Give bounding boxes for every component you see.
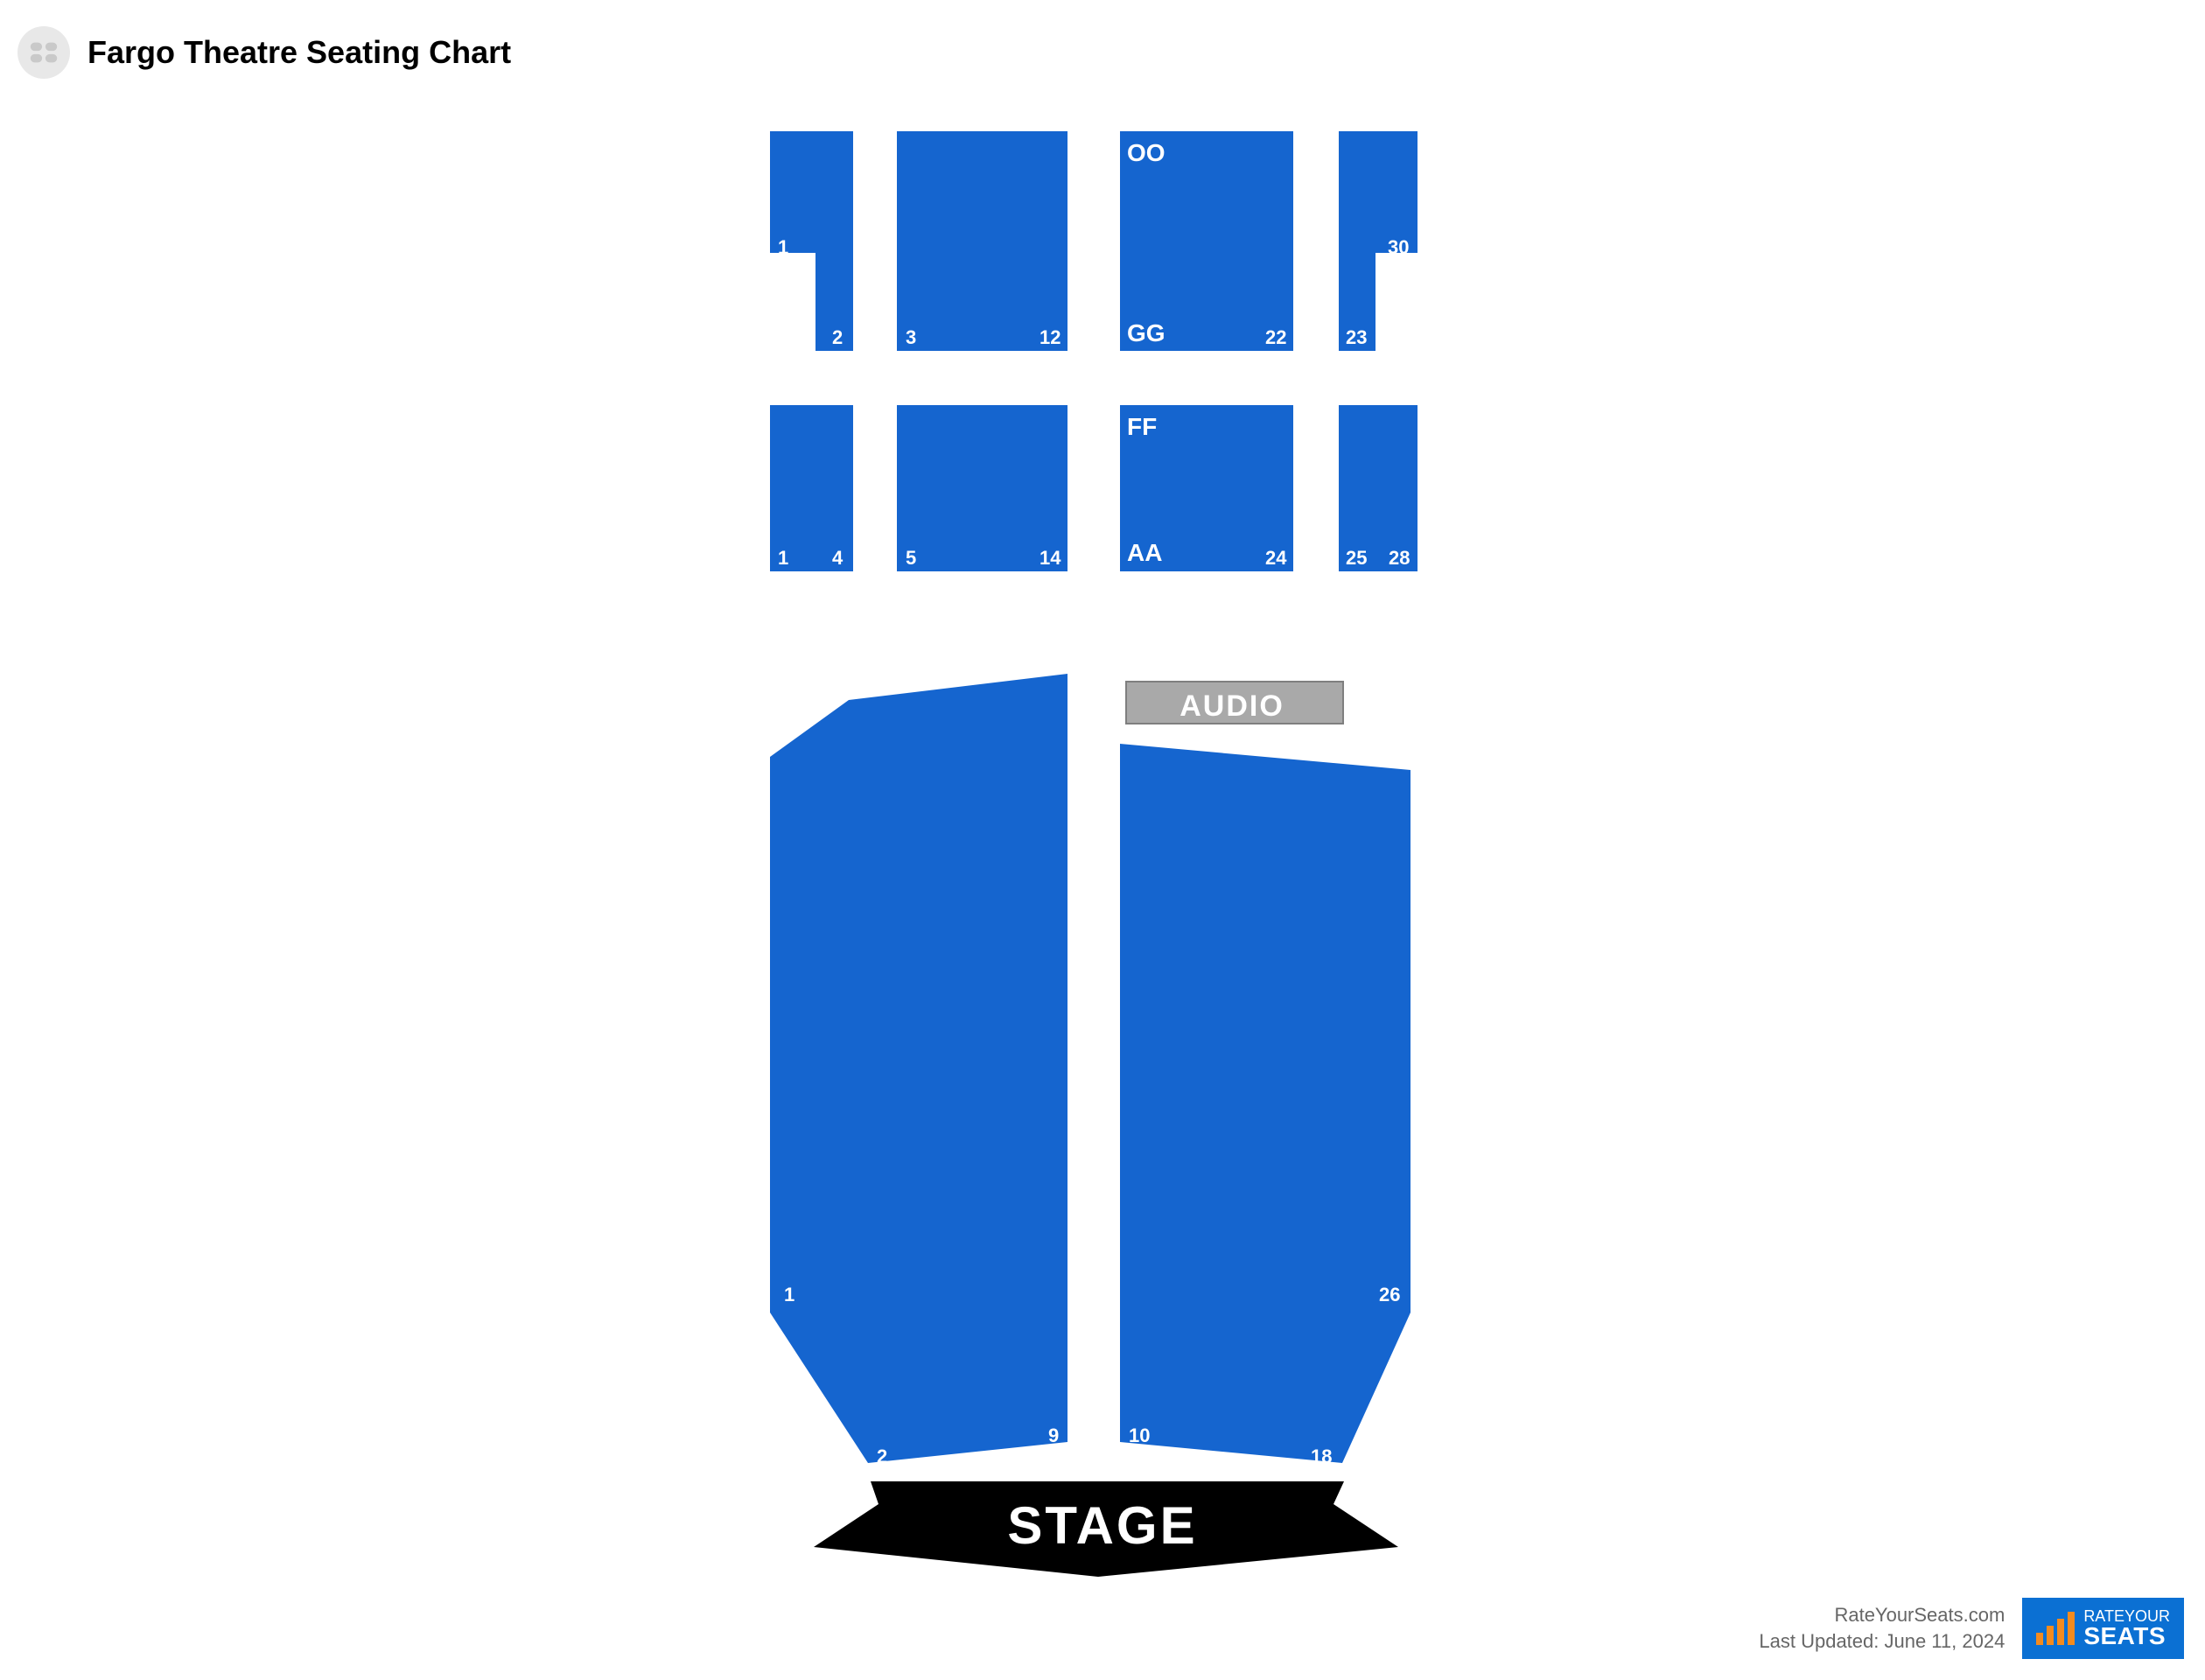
seat-label: 1 bbox=[778, 547, 788, 569]
seat-label: 18 bbox=[1311, 1446, 1332, 1467]
seat-label: OO bbox=[1127, 139, 1166, 166]
seat-label: 1 bbox=[778, 236, 788, 258]
seat-label: 25 bbox=[1346, 547, 1367, 569]
footer-updated: Last Updated: June 11, 2024 bbox=[1759, 1628, 2005, 1655]
seat-label: 1 bbox=[784, 1284, 794, 1306]
section-balcony-upper-center-left[interactable] bbox=[897, 131, 1068, 351]
section-floor-left[interactable] bbox=[770, 674, 1068, 1463]
stage-label: STAGE bbox=[1007, 1496, 1197, 1555]
seat-label: 4 bbox=[832, 547, 844, 569]
footer-logo: RATEYOUR SEATS bbox=[2022, 1598, 2184, 1659]
seat-label: 12 bbox=[1040, 326, 1060, 348]
seating-chart: AUDIOSTAGEOOGGFFAA1231222233014514242528… bbox=[0, 0, 2205, 1680]
seat-label: 23 bbox=[1346, 326, 1367, 348]
seat-label: 5 bbox=[906, 547, 916, 569]
seat-label: AA bbox=[1127, 539, 1162, 566]
footer: RateYourSeats.com Last Updated: June 11,… bbox=[1759, 1598, 2184, 1659]
seat-label: 10 bbox=[1129, 1424, 1150, 1446]
footer-site: RateYourSeats.com bbox=[1759, 1602, 2005, 1628]
seat-label: GG bbox=[1127, 319, 1166, 346]
seat-label: 14 bbox=[1040, 547, 1061, 569]
footer-text: RateYourSeats.com Last Updated: June 11,… bbox=[1759, 1602, 2005, 1654]
seat-label: 30 bbox=[1388, 236, 1409, 258]
logo-bars-icon bbox=[2036, 1612, 2075, 1645]
seat-label: 9 bbox=[1048, 1424, 1059, 1446]
section-floor-right[interactable] bbox=[1120, 744, 1410, 1463]
audio-label: AUDIO bbox=[1180, 690, 1284, 723]
seat-label: 2 bbox=[832, 326, 843, 348]
seat-label: 28 bbox=[1389, 547, 1410, 569]
seat-label: 22 bbox=[1265, 326, 1286, 348]
logo-text-bottom: SEATS bbox=[2083, 1624, 2170, 1648]
logo-text: RATEYOUR SEATS bbox=[2083, 1608, 2170, 1648]
seat-label: 2 bbox=[877, 1446, 887, 1467]
seat-label: FF bbox=[1127, 413, 1157, 440]
seat-label: 26 bbox=[1379, 1284, 1400, 1306]
seat-label: 24 bbox=[1265, 547, 1287, 569]
seat-label: 3 bbox=[906, 326, 916, 348]
